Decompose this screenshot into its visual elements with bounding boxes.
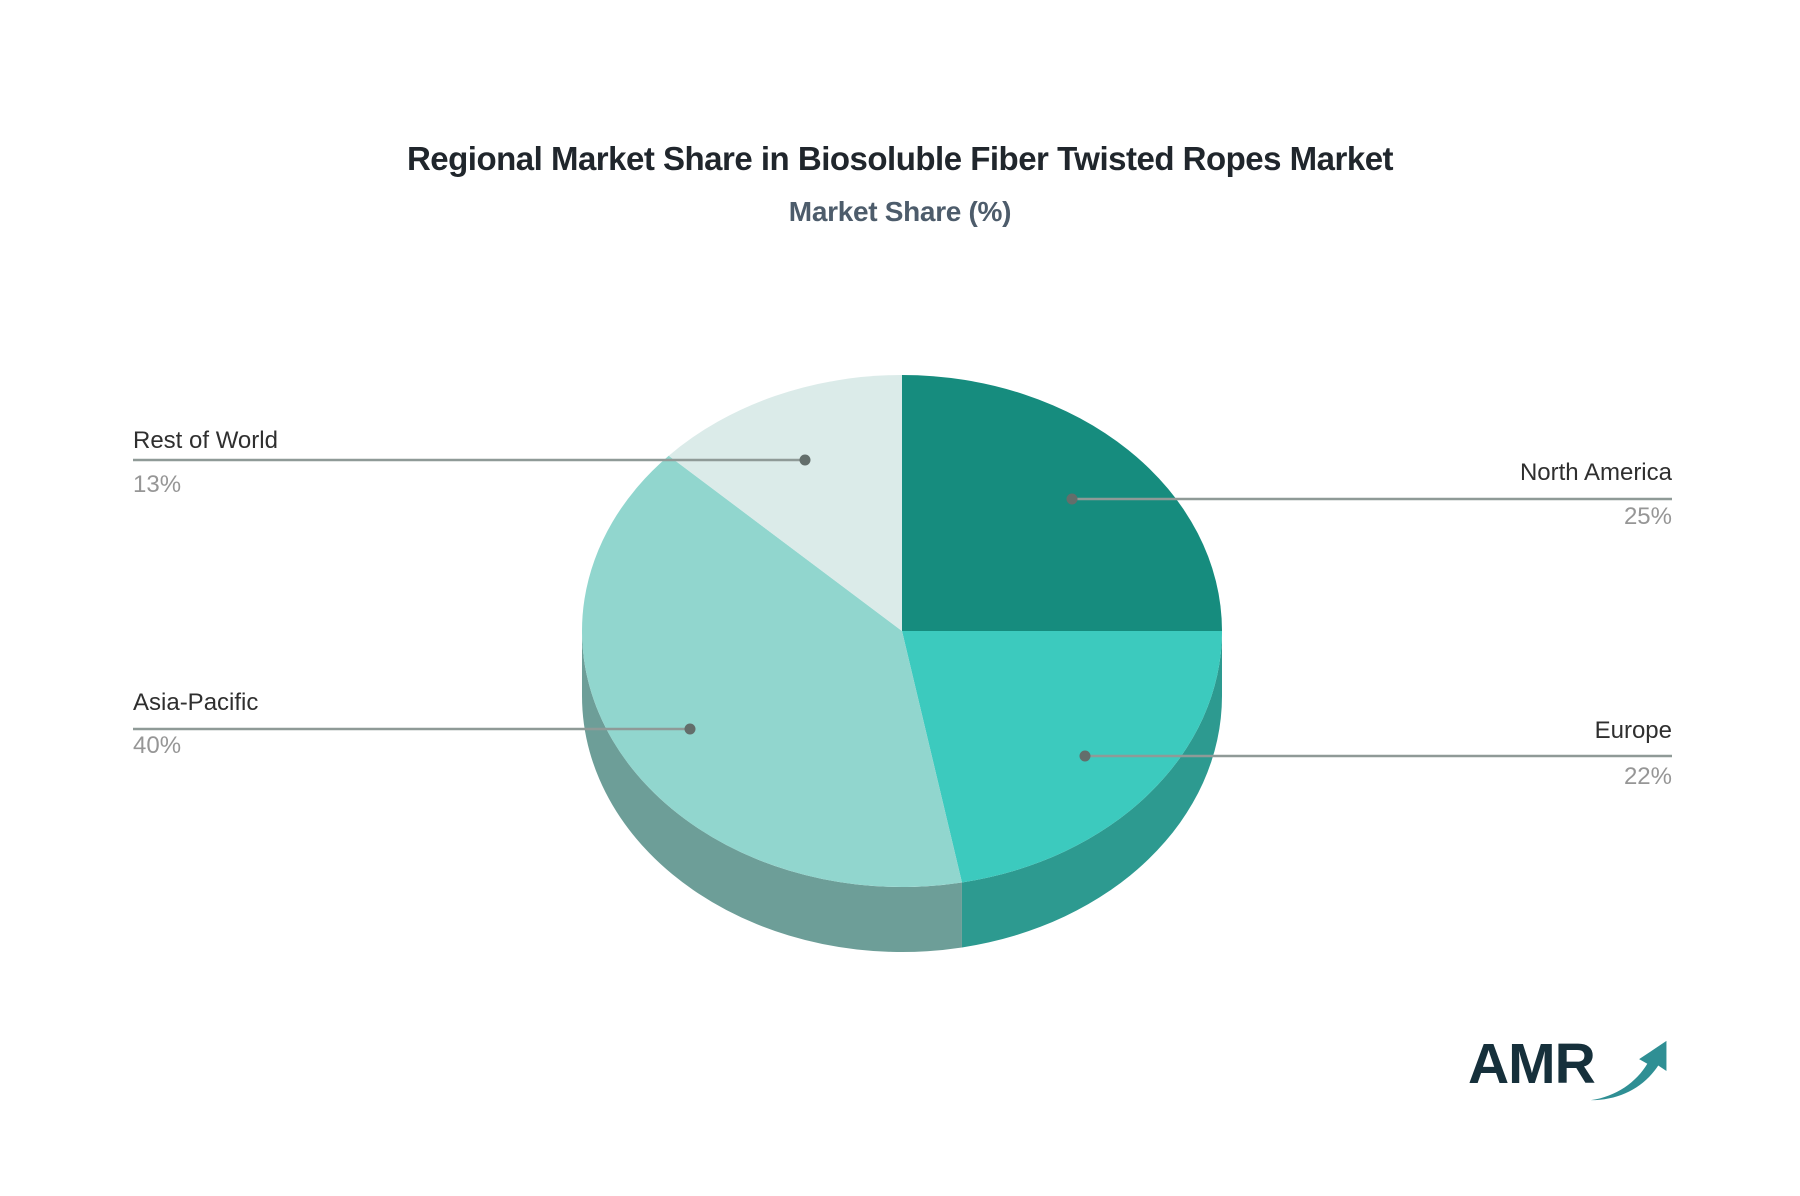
slice-label-rest-of-world: Rest of World	[133, 427, 278, 454]
leader-dot-europe	[1079, 750, 1091, 762]
pie-rim-asia-pacific	[582, 631, 962, 952]
pie-slice-north-america[interactable]	[902, 375, 1222, 631]
slice-pct-asia-pacific: 40%	[133, 732, 182, 759]
leader-dot-asia-pacific	[684, 723, 696, 735]
slice-pct-north-america: 25%	[1623, 503, 1672, 530]
brand-logo: AMR	[1468, 1034, 1671, 1104]
slice-label-north-america: North America	[1519, 459, 1672, 486]
slice-pct-europe: 22%	[1623, 763, 1672, 790]
slice-label-asia-pacific: Asia-Pacific	[133, 689, 259, 716]
pie-slice-rest-of-world[interactable]	[668, 375, 902, 631]
pie-slice-asia-pacific[interactable]	[582, 455, 962, 887]
slice-label-europe: Europe	[1594, 717, 1672, 744]
growth-arrow-icon	[1590, 1040, 1667, 1101]
pie-rim-europe	[961, 631, 1222, 948]
leader-dot-north-america	[1066, 493, 1078, 505]
pie-slice-europe[interactable]	[902, 631, 1222, 883]
leader-dot-rest-of-world	[799, 454, 811, 466]
logo-text: AMR	[1468, 1032, 1596, 1096]
chart-title: Regional Market Share in Biosoluble Fibe…	[406, 140, 1394, 177]
chart-subtitle: Market Share (%)	[788, 196, 1012, 227]
slice-pct-rest-of-world: 13%	[133, 471, 182, 498]
